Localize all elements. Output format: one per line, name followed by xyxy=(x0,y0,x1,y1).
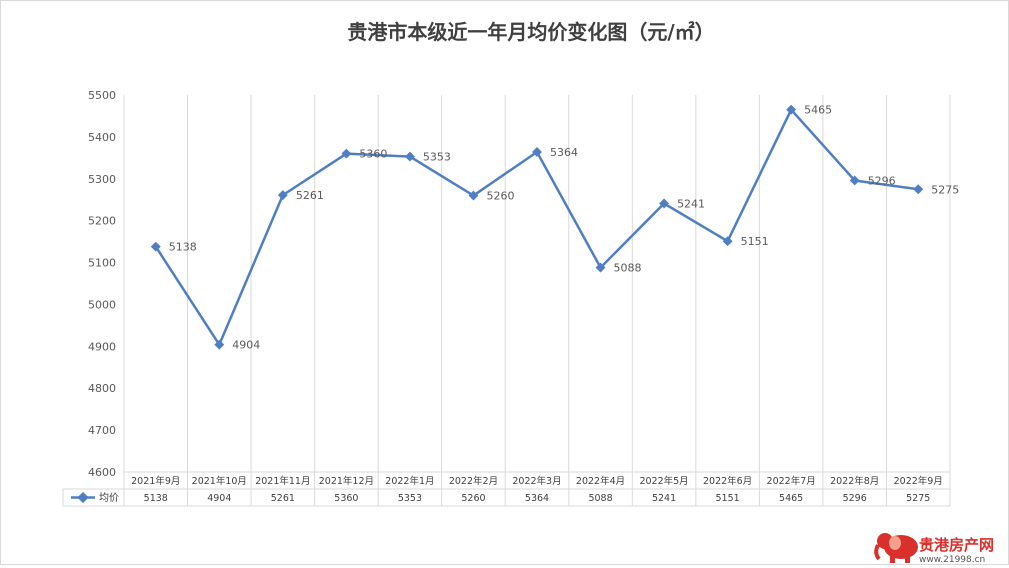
elephant-logo-icon xyxy=(874,533,918,563)
y-tick-label: 5200 xyxy=(88,215,116,228)
data-label: 5275 xyxy=(931,183,959,196)
data-point xyxy=(786,104,797,115)
data-label: 5465 xyxy=(804,104,832,117)
y-axis-ticks: 4600 4700 4800 4900 5000 5100 5200 5300 5400 5500 xyxy=(88,89,116,479)
data-label: 5360 xyxy=(359,148,387,161)
watermark: 贵港房产网 www.21998.cn xyxy=(874,533,994,565)
chart-title: 贵港市本级近一年月均价变化图（元/㎡） xyxy=(347,20,714,44)
data-table: 2021年9月 2021年10月 2021年11月 2021年12月 2022年1月 20… xyxy=(62,471,951,507)
data-point xyxy=(404,151,415,162)
x-tick-label: 2022年9月 xyxy=(894,475,943,487)
grid-lines xyxy=(123,95,951,472)
y-tick-label: 5400 xyxy=(88,131,116,144)
x-tick-label: 2022年3月 xyxy=(512,475,561,487)
data-label: 5138 xyxy=(169,241,197,254)
data-point xyxy=(722,236,733,247)
legend-label: 均价 xyxy=(99,492,119,504)
y-tick-label: 4600 xyxy=(88,466,116,479)
x-tick-label: 2021年11月 xyxy=(255,475,310,487)
x-tick-label: 2022年1月 xyxy=(385,475,434,487)
data-point xyxy=(468,190,479,201)
data-label: 5088 xyxy=(614,262,642,275)
data-label: 5353 xyxy=(423,151,451,164)
table-value: 5296 xyxy=(843,493,867,504)
x-tick-label: 2022年2月 xyxy=(449,475,498,487)
x-tick-label: 2022年4月 xyxy=(576,475,625,487)
table-value: 5138 xyxy=(144,493,168,504)
table-value: 5260 xyxy=(461,493,485,504)
x-tick-label: 2022年7月 xyxy=(767,475,816,487)
data-point xyxy=(341,148,352,159)
table-value: 5353 xyxy=(398,493,422,504)
data-point xyxy=(214,339,225,350)
table-value: 5261 xyxy=(271,493,295,504)
table-value: 5275 xyxy=(906,493,930,504)
table-value: 5364 xyxy=(525,493,549,504)
x-tick-label: 2022年6月 xyxy=(703,475,752,487)
data-point xyxy=(913,184,924,195)
table-value: 5465 xyxy=(779,493,803,504)
y-tick-label: 4900 xyxy=(88,340,116,353)
data-point xyxy=(277,190,288,201)
table-value: 5088 xyxy=(588,493,612,504)
data-label: 5296 xyxy=(868,174,896,187)
data-label: 5260 xyxy=(486,190,514,203)
data-label: 5364 xyxy=(550,146,578,159)
y-tick-label: 4800 xyxy=(88,382,116,395)
legend-marker xyxy=(77,491,89,504)
y-tick-label: 4700 xyxy=(88,424,116,437)
x-tick-label: 2021年9月 xyxy=(131,475,180,487)
x-tick-label: 2022年5月 xyxy=(639,475,688,487)
y-tick-label: 5100 xyxy=(88,257,116,270)
x-tick-label: 2021年10月 xyxy=(192,475,247,487)
series-line xyxy=(150,104,924,350)
x-tick-label: 2022年8月 xyxy=(830,475,879,487)
watermark-name: 贵港房产网 xyxy=(919,536,994,554)
data-point xyxy=(849,175,860,186)
data-point xyxy=(595,262,606,273)
table-value: 5151 xyxy=(716,493,740,504)
series-line-path xyxy=(154,108,919,346)
table-value: 4904 xyxy=(207,493,231,504)
data-label: 5151 xyxy=(741,235,769,248)
data-point xyxy=(532,147,542,157)
data-label: 5241 xyxy=(677,197,705,210)
y-tick-label: 5000 xyxy=(88,298,116,311)
data-labels: 5138 4904 5261 5360 5353 5260 5364 5088 5241 5151… xyxy=(169,104,959,352)
data-point xyxy=(150,241,161,252)
data-label: 4904 xyxy=(232,339,260,352)
x-tick-label: 2021年12月 xyxy=(319,475,374,487)
y-tick-label: 5500 xyxy=(88,89,116,102)
data-label: 5261 xyxy=(296,189,324,202)
table-value: 5360 xyxy=(334,493,358,504)
data-point xyxy=(659,198,670,209)
table-value: 5241 xyxy=(652,493,676,504)
y-tick-label: 5300 xyxy=(88,173,116,186)
watermark-url: www.21998.cn xyxy=(919,555,985,564)
